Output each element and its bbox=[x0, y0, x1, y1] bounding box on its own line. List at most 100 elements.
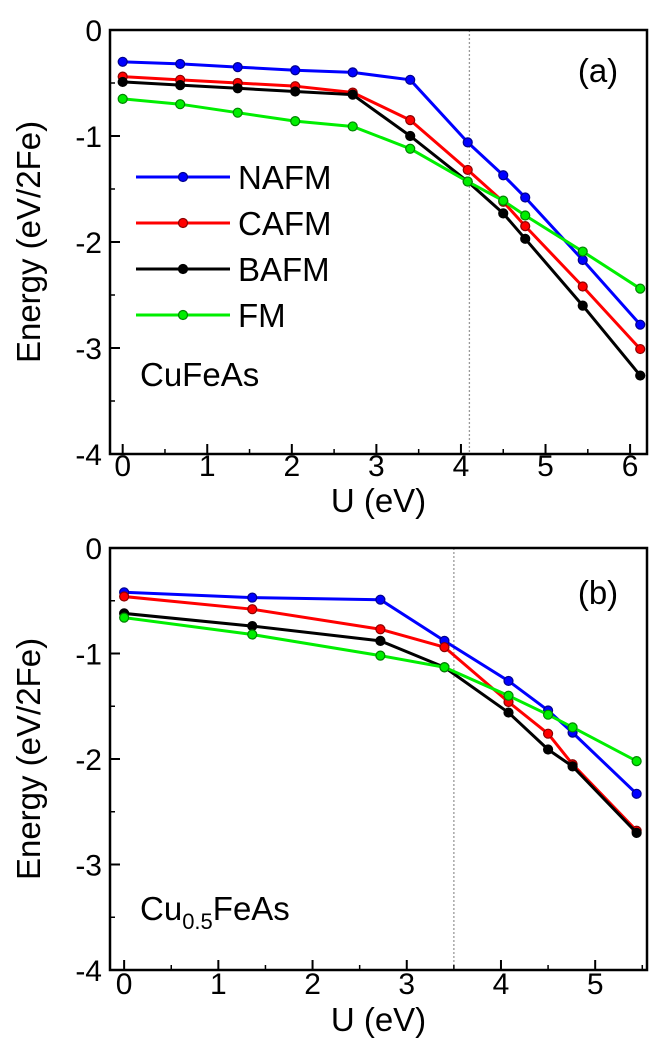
x-tick-label: 5 bbox=[537, 450, 554, 483]
data-point-bafm bbox=[375, 635, 386, 646]
y-tick-label: -4 bbox=[75, 439, 102, 472]
series-line-fm bbox=[122, 97, 642, 290]
data-point-fm bbox=[542, 709, 554, 720]
series-cafm bbox=[117, 71, 646, 355]
data-point-nafm bbox=[635, 319, 646, 330]
data-point-fm bbox=[247, 629, 258, 640]
data-point-cafm bbox=[577, 281, 588, 292]
data-point-cafm bbox=[462, 164, 473, 176]
data-point-bafm bbox=[117, 76, 128, 88]
data-point-nafm bbox=[247, 592, 258, 603]
series-nafm bbox=[117, 56, 646, 330]
data-point-nafm bbox=[405, 74, 416, 85]
data-point-nafm bbox=[631, 788, 642, 799]
y-tick-label: 0 bbox=[85, 15, 102, 48]
compound-subscript: 0.5 bbox=[182, 909, 213, 934]
series-line-cafm bbox=[123, 595, 638, 832]
data-point-bafm bbox=[631, 827, 642, 838]
data-point-bafm bbox=[290, 86, 301, 97]
series-fm bbox=[117, 93, 646, 294]
y-axis-title: Energy (eV/2Fe) bbox=[10, 638, 47, 880]
series-line-nafm bbox=[122, 60, 642, 326]
data-point-fm bbox=[375, 650, 386, 661]
data-point-nafm bbox=[503, 675, 514, 687]
x-tick-label: 4 bbox=[453, 450, 470, 483]
panel-a: 0 1 2 3 4 5 6 0 -1 -2 -3 -4 U (eV) Energy (eV/2Fe) (a)… bbox=[10, 15, 649, 519]
x-tick-label: 3 bbox=[398, 968, 415, 1001]
data-point-nafm bbox=[375, 594, 386, 605]
series-line-cafm bbox=[122, 75, 642, 351]
plot-frame bbox=[108, 28, 649, 456]
x-tick-label: 5 bbox=[587, 968, 604, 1001]
y-tick-label: -4 bbox=[75, 955, 102, 988]
compound-base: Cu bbox=[140, 890, 182, 927]
compound-label: Cu0.5FeAs bbox=[140, 890, 290, 934]
data-point-cafm bbox=[542, 728, 554, 739]
data-point-nafm bbox=[290, 65, 301, 76]
data-point-fm bbox=[631, 756, 642, 767]
data-point-nafm bbox=[232, 61, 243, 73]
series-fm bbox=[119, 612, 642, 767]
x-axis-title: U (eV) bbox=[331, 1001, 426, 1038]
data-point-fm bbox=[119, 612, 130, 623]
panel-label: (a) bbox=[578, 52, 618, 89]
data-point-fm bbox=[439, 662, 450, 673]
data-point-bafm bbox=[503, 707, 514, 718]
data-point-bafm bbox=[232, 83, 243, 94]
compound-label: CuFeAs bbox=[140, 356, 259, 393]
y-tick-label: -1 bbox=[75, 121, 102, 154]
data-point-nafm bbox=[347, 67, 358, 78]
data-point-fm bbox=[567, 722, 578, 733]
x-tick-label: 2 bbox=[304, 968, 321, 1001]
legend-marker-fm bbox=[177, 309, 189, 321]
legend-label-cafm: CAFM bbox=[238, 205, 332, 242]
data-point-bafm bbox=[247, 620, 258, 632]
x-tick-label: 2 bbox=[283, 450, 300, 483]
data-point-fm bbox=[117, 93, 128, 105]
data-point-nafm bbox=[175, 58, 186, 70]
x-tick-label: 6 bbox=[622, 450, 639, 483]
data-point-nafm bbox=[462, 137, 473, 148]
data-point-nafm bbox=[498, 170, 509, 181]
data-point-bafm bbox=[577, 300, 588, 311]
legend-label-nafm: NAFM bbox=[238, 159, 332, 196]
x-tick-label: 1 bbox=[210, 968, 227, 1001]
data-point-bafm bbox=[520, 233, 531, 244]
data-point-nafm bbox=[577, 254, 588, 266]
series-line-nafm bbox=[124, 590, 638, 795]
data-point-cafm bbox=[247, 604, 258, 615]
data-point-fm bbox=[290, 116, 301, 127]
y-axis-title: Energy (eV/2Fe) bbox=[10, 121, 47, 363]
data-point-bafm bbox=[542, 744, 554, 755]
x-tick-label: 0 bbox=[114, 450, 131, 483]
legend: NAFM CAFM BAFM FM bbox=[136, 159, 332, 334]
data-point-bafm bbox=[498, 208, 509, 219]
data-point-cafm bbox=[635, 343, 646, 355]
data-point-fm bbox=[405, 143, 416, 154]
data-point-fm bbox=[232, 107, 243, 118]
data-point-cafm bbox=[375, 624, 386, 635]
y-tick-label: -1 bbox=[75, 639, 102, 672]
data-point-fm bbox=[520, 210, 531, 221]
data-point-bafm bbox=[567, 761, 578, 772]
compound-base: CuFeAs bbox=[140, 356, 259, 393]
legend-marker-nafm bbox=[177, 171, 189, 183]
y-tick-label: -2 bbox=[75, 227, 102, 260]
x-tick-label: 0 bbox=[116, 968, 133, 1001]
data-point-fm bbox=[635, 283, 646, 294]
compound-tail: FeAs bbox=[213, 890, 290, 927]
data-point-cafm bbox=[119, 591, 130, 602]
data-point-fm bbox=[175, 99, 186, 110]
data-point-nafm bbox=[520, 192, 531, 203]
y-tick-label: 0 bbox=[85, 533, 102, 566]
data-point-fm bbox=[498, 195, 509, 206]
panel-label: (b) bbox=[578, 574, 618, 611]
x-tick-label: 4 bbox=[493, 968, 510, 1001]
legend-label-fm: FM bbox=[238, 297, 286, 334]
legend-marker-bafm bbox=[177, 263, 189, 275]
data-point-bafm bbox=[347, 89, 358, 100]
y-tick-label: -2 bbox=[75, 744, 102, 777]
data-point-nafm bbox=[117, 56, 128, 67]
data-point-bafm bbox=[405, 130, 416, 142]
